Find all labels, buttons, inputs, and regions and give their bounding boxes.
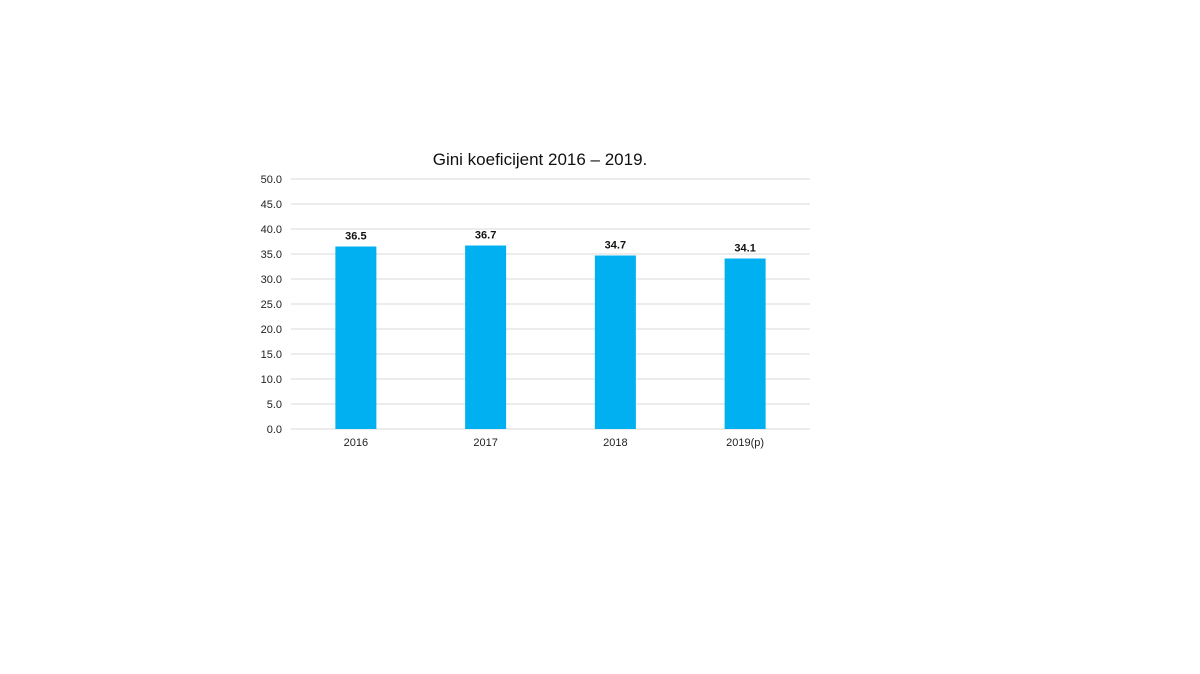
- x-tick-label: 2017: [473, 437, 497, 449]
- y-tick-label: 5.0: [267, 399, 282, 411]
- y-tick-label: 45.0: [261, 199, 282, 211]
- x-tick-label: 2018: [603, 437, 627, 449]
- bar-2016: [335, 246, 377, 429]
- y-tick-label: 20.0: [261, 324, 282, 336]
- x-axis-tick-labels: 2016 2017 2018 2019(p): [344, 437, 764, 449]
- data-label-2017: 36.7: [475, 230, 496, 242]
- y-tick-label: 35.0: [261, 249, 282, 261]
- y-tick-label: 50.0: [261, 174, 282, 186]
- data-labels: 36.5 36.7 34.7 34.1: [345, 230, 756, 255]
- data-label-2018: 34.7: [605, 240, 626, 252]
- bars: [335, 245, 766, 429]
- y-axis-tick-labels: 0.0 5.0 10.0 15.0 20.0 25.0 30.0 35.0 40.0 45.0 50…: [261, 174, 282, 436]
- x-tick-label: 2016: [344, 437, 368, 449]
- y-tick-label: 15.0: [261, 349, 282, 361]
- y-tick-label: 10.0: [261, 374, 282, 386]
- data-label-2016: 36.5: [345, 231, 366, 243]
- y-tick-label: 25.0: [261, 299, 282, 311]
- bar-2018: [594, 255, 636, 429]
- data-label-2019(p): 34.1: [734, 243, 755, 255]
- gridlines: [291, 178, 810, 430]
- bar-2019(p): [724, 258, 766, 429]
- bar-2017: [465, 245, 507, 429]
- x-tick-label: 2019(p): [726, 437, 764, 449]
- chart-title: Gini koeficijent 2016 – 2019.: [432, 150, 648, 169]
- y-tick-label: 0.0: [267, 424, 282, 436]
- y-tick-label: 30.0: [261, 274, 282, 286]
- y-tick-label: 40.0: [261, 224, 282, 236]
